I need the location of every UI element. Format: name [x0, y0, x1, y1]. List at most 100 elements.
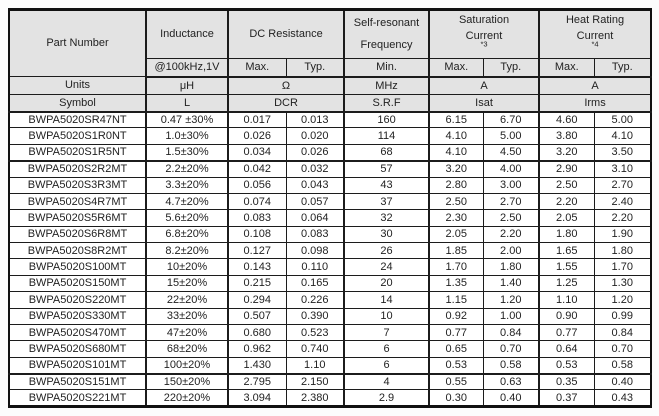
cell-srf_min: 6: [343, 340, 430, 358]
cell-irms_typ: 1.70: [593, 258, 652, 276]
cell-inductance: 6.8±20%: [145, 225, 229, 244]
cell-irms_max: 3.80: [538, 127, 595, 145]
cell-irms_typ: 0.40: [593, 372, 652, 391]
cell-isat_typ: 0.58: [482, 356, 540, 375]
cell-irms_typ: 1.30: [593, 274, 652, 293]
symbol-inductance: L: [145, 94, 229, 113]
table-row: BWPA5020S4R7MT 4.7±20% 0.074 0.057 37 2.50 2.7…: [8, 192, 652, 211]
cell-srf_min: 32: [343, 209, 430, 227]
table-row: BWPA5020S8R2MT 8.2±20% 0.127 0.098 26 1.85 2.0…: [8, 241, 652, 260]
cell-dcr_typ: 0.740: [285, 340, 345, 358]
cell-isat_max: 1.85: [428, 241, 484, 260]
cell-irms_max: 2.50: [538, 176, 595, 194]
header-inductance-condition: @100kHz,1V: [145, 58, 229, 78]
cell-isat_max: 0.92: [428, 307, 484, 325]
cell-inductance: 150±20%: [145, 372, 229, 391]
cell-inductance: 4.7±20%: [145, 192, 229, 211]
cell-dcr_max: 0.127: [227, 241, 287, 260]
cell-dcr_typ: 1.10: [285, 356, 345, 375]
cell-irms_max: 0.53: [538, 356, 595, 375]
cell-srf_min: 20: [343, 274, 430, 293]
cell-dcr_typ: 0.226: [285, 291, 345, 309]
cell-isat_typ: 1.80: [482, 258, 540, 276]
header-saturation-line2: Current *3: [465, 30, 503, 49]
cell-isat_typ: 0.63: [482, 372, 540, 391]
cell-part_number: BWPA5020S1R5NT: [8, 143, 147, 162]
cell-part_number: BWPA5020S4R7MT: [8, 192, 147, 211]
cell-irms_max: 0.35: [538, 372, 595, 391]
cell-irms_typ: 1.20: [593, 291, 652, 309]
cell-srf_min: 68: [343, 143, 430, 162]
cell-dcr_max: 0.074: [227, 192, 287, 211]
cell-irms_typ: 1.90: [593, 225, 652, 244]
footnote-marker-3: *3: [480, 39, 488, 49]
cell-isat_max: 2.30: [428, 209, 484, 227]
cell-isat_typ: 5.00: [482, 127, 540, 145]
cell-irms_typ: 0.43: [593, 389, 652, 407]
cell-part_number: BWPA5020S220MT: [8, 291, 147, 309]
cell-dcr_typ: 0.064: [285, 209, 345, 227]
cell-isat_typ: 6.70: [482, 110, 540, 129]
cell-isat_max: 0.77: [428, 323, 484, 342]
table-row: BWPA5020S150MT 15±20% 0.215 0.165 20 1.35 1.40…: [8, 274, 652, 293]
cell-isat_typ: 2.00: [482, 241, 540, 260]
cell-irms_typ: 0.84: [593, 323, 652, 342]
cell-irms_max: 0.64: [538, 340, 595, 358]
table-row: BWPA5020S101MT 100±20% 1.430 1.10 6 0.53 0.58 0…: [8, 356, 652, 375]
units-irms: A: [538, 76, 652, 95]
cell-part_number: BWPA5020S6R8MT: [8, 225, 147, 244]
cell-part_number: BWPA5020S2R2MT: [8, 160, 147, 178]
cell-dcr_max: 0.108: [227, 225, 287, 244]
cell-irms_max: 1.65: [538, 241, 595, 260]
cell-dcr_typ: 2.380: [285, 389, 345, 407]
cell-srf_min: 26: [343, 241, 430, 260]
cell-srf_min: 57: [343, 160, 430, 178]
cell-irms_max: 1.80: [538, 225, 595, 244]
cell-dcr_typ: 0.043: [285, 176, 345, 194]
cell-srf_min: 24: [343, 258, 430, 276]
symbol-irms: Irms: [538, 94, 652, 113]
cell-isat_max: 2.50: [428, 192, 484, 211]
cell-isat_max: 0.65: [428, 340, 484, 358]
cell-isat_max: 1.35: [428, 274, 484, 293]
cell-isat_typ: 2.20: [482, 225, 540, 244]
table-row: BWPA5020S220MT 22±20% 0.294 0.226 14 1.15 1.20…: [8, 291, 652, 309]
cell-irms_typ: 3.50: [593, 143, 652, 162]
cell-inductance: 1.0±30%: [145, 127, 229, 145]
cell-part_number: BWPA5020S8R2MT: [8, 241, 147, 260]
cell-irms_max: 1.55: [538, 258, 595, 276]
table-row: BWPA5020S3R3MT 3.3±20% 0.056 0.043 43 2.80 3.0…: [8, 176, 652, 194]
symbol-isat: Isat: [428, 94, 540, 113]
cell-isat_max: 1.70: [428, 258, 484, 276]
header-irms-max: Max.: [538, 58, 595, 78]
header-row-sub: @100kHz,1V Max. Typ. Min. Max. Typ. Max.…: [9, 58, 652, 78]
cell-inductance: 68±20%: [145, 340, 229, 358]
cell-irms_max: 0.90: [538, 307, 595, 325]
cell-isat_max: 3.20: [428, 160, 484, 178]
cell-dcr_max: 0.017: [227, 110, 287, 129]
table-row: BWPA5020S151MT 150±20% 2.795 2.150 4 0.55 0.63…: [8, 372, 652, 391]
cell-part_number: BWPA5020S3R3MT: [8, 176, 147, 194]
cell-dcr_max: 0.042: [227, 160, 287, 178]
header-heat-line2: Current *4: [576, 30, 614, 49]
header-dcr-max: Max.: [227, 58, 287, 78]
cell-dcr_max: 0.294: [227, 291, 287, 309]
cell-inductance: 1.5±30%: [145, 143, 229, 162]
table-row: BWPA5020S330MT 33±20% 0.507 0.390 10 0.92 1.00…: [8, 307, 652, 325]
cell-isat_typ: 1.20: [482, 291, 540, 309]
cell-srf_min: 10: [343, 307, 430, 325]
cell-dcr_typ: 0.026: [285, 143, 345, 162]
cell-part_number: BWPA5020S100MT: [8, 258, 147, 276]
header-srf-line1: Self-resonant: [353, 17, 420, 30]
cell-dcr_max: 0.680: [227, 323, 287, 342]
cell-irms_max: 0.77: [538, 323, 595, 342]
table-row: BWPA5020S1R0NT 1.0±30% 0.026 0.020 114 4.10 5.…: [8, 127, 652, 145]
cell-isat_typ: 1.00: [482, 307, 540, 325]
header-saturation-current: Saturation Current *3: [428, 9, 540, 59]
symbol-row: Symbol L DCR S.R.F Isat Irms: [8, 94, 652, 113]
cell-srf_min: 6: [343, 356, 430, 375]
cell-irms_typ: 0.70: [593, 340, 652, 358]
footnote-marker-4: *4: [591, 39, 599, 49]
cell-srf_min: 7: [343, 323, 430, 342]
cell-isat_typ: 0.70: [482, 340, 540, 358]
